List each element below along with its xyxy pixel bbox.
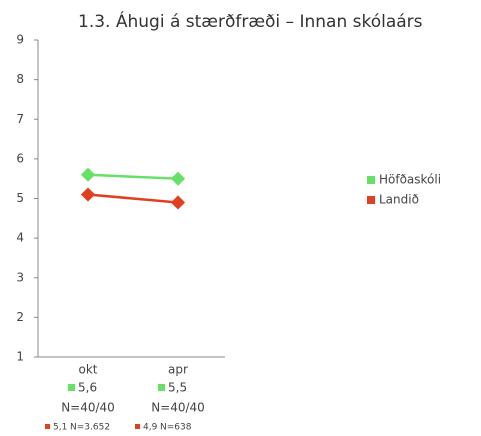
table-swatch [45, 424, 50, 429]
y-tick-label: 3 [16, 270, 24, 284]
series-line [87, 173, 179, 180]
point [80, 167, 96, 182]
n-label: N=638 [160, 423, 192, 433]
y-tick-label: 4 [16, 231, 24, 245]
legend-swatch [367, 176, 375, 184]
legend-label: Landið [379, 193, 419, 207]
table-swatch [158, 384, 165, 391]
value-label: 5,6 [78, 381, 97, 395]
legend-swatch [367, 196, 375, 204]
y-tick-label: 1 [16, 350, 24, 364]
point [170, 171, 186, 186]
y-tick-label: 9 [16, 33, 24, 47]
y-tick-label: 2 [16, 310, 24, 324]
value-label: 4,9 [143, 423, 158, 433]
value-label: 5,5 [168, 381, 187, 395]
n-label: N=3.652 [70, 423, 110, 433]
x-tick-label: apr [168, 363, 188, 377]
point [80, 187, 96, 202]
chart-title: 1.3. Áhugi á stærðfræði – Innan skólaárs [78, 10, 423, 32]
n-label: N=40/40 [151, 401, 205, 415]
point [170, 195, 186, 210]
legend-label: Höfðaskóli [379, 173, 441, 187]
table-swatch [68, 384, 75, 391]
y-tick-label: 8 [16, 72, 24, 86]
n-label: N=40/40 [61, 401, 115, 415]
value-label: 5,1 [53, 423, 67, 433]
table-swatch [135, 424, 140, 429]
y-tick-label: 7 [16, 112, 24, 126]
series-line [87, 193, 179, 204]
x-tick-label: okt [79, 363, 98, 377]
y-tick-label: 5 [16, 191, 24, 205]
y-tick-label: 6 [16, 151, 24, 165]
